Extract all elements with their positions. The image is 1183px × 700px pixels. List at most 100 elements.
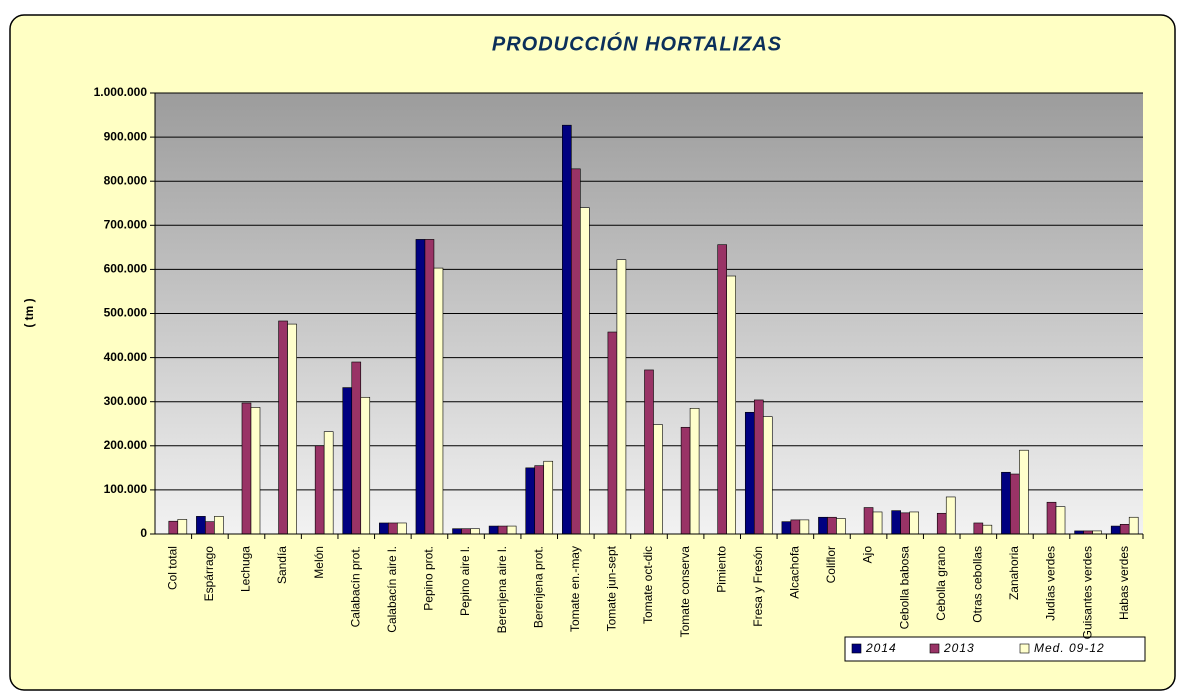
bar <box>689 408 700 535</box>
x-tick-label: Tomate oct-dic <box>641 546 655 624</box>
bar <box>241 402 252 535</box>
bar <box>342 387 353 535</box>
bar <box>388 522 398 535</box>
y-axis-label: ( tm ) <box>22 298 36 327</box>
bar <box>470 528 480 535</box>
legend-swatch <box>929 643 940 654</box>
x-tick-label: Otras cebollas <box>971 546 985 623</box>
bar <box>909 511 919 535</box>
bar <box>543 460 554 535</box>
y-tick-label: 600.000 <box>104 262 148 276</box>
bar <box>525 467 536 535</box>
bar <box>616 259 627 535</box>
legend-label: Med. 09-12 <box>1034 641 1105 655</box>
bar <box>534 465 545 535</box>
bar <box>872 511 883 535</box>
bar <box>680 426 691 535</box>
bar <box>744 411 755 535</box>
legend-label: 2013 <box>943 641 975 655</box>
bar <box>205 521 215 535</box>
bar <box>717 244 727 535</box>
bar <box>196 516 206 535</box>
bar <box>433 267 444 535</box>
bar <box>168 520 179 535</box>
x-tick-label: Coliflor <box>824 546 838 583</box>
bar <box>177 519 188 535</box>
x-tick-label: Col total <box>165 546 179 590</box>
bar <box>397 522 407 535</box>
bar <box>973 522 984 535</box>
y-tick-label: 200.000 <box>104 438 148 452</box>
x-tick-label: Judías verdes <box>1044 546 1058 621</box>
x-tick-label: Melón <box>312 546 326 579</box>
bar <box>863 507 874 535</box>
bar <box>781 521 792 535</box>
y-tick-label: 400.000 <box>104 350 148 364</box>
bar <box>488 525 499 535</box>
bar <box>351 361 362 535</box>
bar <box>1001 471 1011 535</box>
bar <box>1010 473 1020 535</box>
bar <box>1055 506 1066 535</box>
x-tick-label: Cebolla babosa <box>897 546 911 630</box>
bar <box>214 516 224 535</box>
x-tick-label: Berenjena prot. <box>531 546 545 628</box>
x-tick-label: Pepino aire l. <box>458 546 472 616</box>
y-tick-label: 300.000 <box>104 394 148 408</box>
bar <box>287 323 297 535</box>
x-tick-label: Tomate en.-may <box>568 546 582 632</box>
bar <box>762 416 773 535</box>
x-tick-label: Fresa y Fresón <box>751 546 765 627</box>
bar <box>982 524 993 535</box>
bar <box>726 275 736 535</box>
bar <box>936 512 947 535</box>
bar <box>818 516 828 535</box>
y-tick-label: 500.000 <box>104 306 148 320</box>
bar <box>891 510 901 535</box>
bar <box>1128 516 1139 535</box>
bar <box>790 519 801 535</box>
bar <box>945 496 956 535</box>
x-tick-label: Calabacín aire l. <box>385 546 399 633</box>
y-tick-label: 100.000 <box>104 482 148 496</box>
y-tick-label: 1.000.000 <box>94 85 148 99</box>
x-tick-label: Tomate conserva <box>678 546 692 638</box>
bar <box>1046 501 1057 535</box>
y-tick-label: 0 <box>140 526 147 540</box>
bar <box>379 522 389 535</box>
bar <box>314 445 325 535</box>
y-tick-label: 900.000 <box>104 129 148 143</box>
x-tick-label: Pimiento <box>714 546 728 593</box>
legend-swatch <box>851 643 862 654</box>
x-tick-label: Guisantes verdes <box>1080 546 1094 639</box>
x-tick-label: Ajo <box>861 546 875 564</box>
legend-label: 2014 <box>865 641 897 655</box>
x-tick-label: Lechuga <box>239 546 253 592</box>
bar <box>415 239 426 535</box>
bar <box>607 331 618 535</box>
x-tick-label: Pepino prot. <box>422 546 436 611</box>
x-tick-label: Alcachofa <box>788 546 802 599</box>
x-tick-label: Calabacín prot. <box>348 546 362 627</box>
bar <box>461 528 471 535</box>
x-tick-label: Zanahoria <box>1007 546 1021 600</box>
x-tick-label: Espárrago <box>202 546 216 602</box>
bar <box>753 399 764 535</box>
bar <box>827 516 837 535</box>
bar <box>1110 525 1121 535</box>
bar <box>836 518 846 535</box>
y-tick-label: 800.000 <box>104 173 148 187</box>
bar <box>424 239 435 535</box>
x-tick-label: Cebolla grano <box>934 546 948 621</box>
bar <box>278 320 288 535</box>
bar <box>497 525 508 535</box>
bar <box>799 519 810 535</box>
bar <box>250 407 261 535</box>
legend-swatch <box>1019 643 1030 654</box>
bar <box>571 168 581 535</box>
x-tick-label: Berenjena aire l. <box>495 546 509 633</box>
bar <box>323 431 334 535</box>
bar <box>1119 523 1130 535</box>
bar <box>644 369 654 535</box>
